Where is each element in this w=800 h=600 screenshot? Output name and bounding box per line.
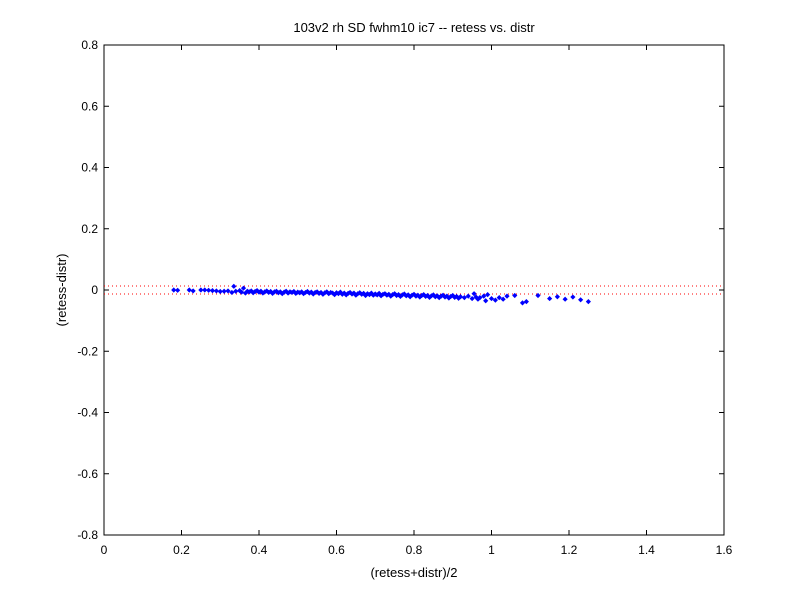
data-point [237,288,243,294]
data-points [171,283,591,306]
data-point [512,292,518,299]
data-point [477,295,483,301]
y-tick-label: -0.6 [77,467,98,481]
x-tick-label: 1 [488,543,495,557]
data-point [471,291,477,297]
data-point [481,293,487,299]
y-tick-label: -0.2 [77,344,98,358]
y-tick-label: -0.4 [77,406,98,420]
data-point [217,288,223,295]
data-point [198,287,204,293]
x-tick-label: 0 [101,543,108,557]
y-tick-label: -0.8 [77,528,98,542]
x-tick-label: 1.6 [716,543,733,557]
x-tick-label: 1.4 [638,543,655,557]
data-point [240,285,247,291]
data-point [585,299,591,305]
y-tick-label: 0 [91,283,98,297]
data-point [523,299,529,305]
y-tick-label: 0.2 [81,222,98,236]
reference-lines [104,285,724,295]
chart-title: 103v2 rh SD fwhm10 ic7 -- retess vs. dis… [293,20,535,35]
x-tick-label: 0.8 [406,543,423,557]
data-point [504,293,510,299]
data-point [519,300,526,306]
data-point [485,291,491,298]
data-point [246,289,252,295]
data-point [209,288,216,294]
data-point [190,288,196,294]
data-point [171,287,177,293]
x-axis-label: (retess+distr)/2 [370,565,457,580]
data-point [578,297,584,303]
plot-area [103,44,725,536]
data-point [562,296,568,302]
y-axis-ticks: -0.8 -0.6 -0.4 -0.2 0 0.2 0.4 0.6 0.8 [77,38,724,542]
x-tick-label: 0.6 [328,543,345,557]
data-point [175,287,181,293]
data-point [233,288,239,294]
y-tick-label: 0.8 [81,38,98,52]
data-point [206,287,212,293]
data-point [213,288,219,294]
data-point [231,283,237,289]
data-point [465,293,471,299]
x-axis-ticks: 0 0.2 0.4 0.6 0.8 1 1.2 1.4 1.6 [101,45,733,557]
data-point [221,288,227,294]
data-point [225,288,231,294]
data-point [186,287,192,293]
data-point [238,289,245,295]
data-point [570,294,576,300]
data-point [461,295,467,301]
y-tick-label: 0.4 [81,161,98,175]
data-point [500,296,506,302]
data-point [469,295,475,302]
data-point [492,297,498,303]
data-point [202,287,208,293]
y-tick-label: 0.6 [81,99,98,113]
data-point [554,294,560,300]
x-tick-label: 0.2 [173,543,190,557]
data-point [496,295,502,301]
data-point [535,292,541,299]
data-point [547,295,553,302]
data-point [457,294,464,300]
data-point [250,290,256,296]
x-tick-label: 1.2 [561,543,578,557]
data-point [483,298,489,304]
data-point [488,295,495,302]
data-point [229,289,235,296]
y-axis-label: (retess-distr) [54,254,69,327]
x-tick-label: 0.4 [251,543,268,557]
